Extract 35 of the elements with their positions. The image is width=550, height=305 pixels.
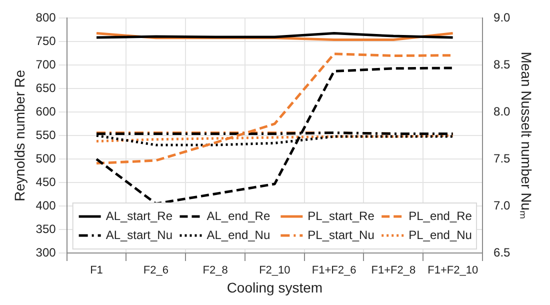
y-tick-label: 400 <box>36 198 56 212</box>
y2-tick-label: 7.5 <box>494 151 511 166</box>
legend-label: PL_end_Re <box>408 208 472 223</box>
legend-label: PL_start_Re <box>308 208 375 223</box>
legend-label: AL_start_Nu <box>106 228 173 242</box>
y-tick-label: 500 <box>36 151 56 166</box>
x-tick-label: F1+F2_10 <box>428 264 478 277</box>
y-tick-label: 750 <box>36 34 56 48</box>
y-tick-label: 350 <box>36 222 56 236</box>
y-tick-label: 800 <box>36 10 56 25</box>
y2-tick-label: 7.0 <box>494 198 511 212</box>
y-tick-label: 450 <box>36 174 56 189</box>
legend-label: AL_end_Nu <box>206 228 270 242</box>
y2-tick-label: 6.5 <box>494 245 511 260</box>
x-tick-label: F2_6 <box>143 264 168 277</box>
y2-tick-label: 9.0 <box>494 10 511 25</box>
y-tick-label: 700 <box>36 57 56 72</box>
y-tick-label: 300 <box>36 245 56 260</box>
x-tick-label: F2_10 <box>259 264 290 277</box>
legend-label: PL_start_Nu <box>308 228 374 242</box>
y2-axis-title: Mean Nusselt number Nuₘ <box>518 52 535 220</box>
y2-tick-label: 8.5 <box>494 57 511 72</box>
x-tick-label: F1+F2_8 <box>371 264 416 277</box>
y-tick-label: 650 <box>36 80 56 95</box>
y-axis-title: Reynolds number Re <box>11 70 28 202</box>
y2-tick-label: 8.0 <box>494 104 511 118</box>
y-tick-label: 550 <box>36 128 56 142</box>
legend-label: PL_end_Nu <box>408 228 472 242</box>
x-axis-title: Cooling system <box>226 279 323 296</box>
x-tick-label: F1 <box>90 264 103 277</box>
legend-label: AL_start_Re <box>106 208 173 223</box>
legend-label: AL_end_Re <box>206 208 270 223</box>
y-tick-label: 600 <box>36 104 56 118</box>
x-tick-label: F1+F2_6 <box>312 264 356 277</box>
x-tick-label: F2_8 <box>202 264 228 277</box>
